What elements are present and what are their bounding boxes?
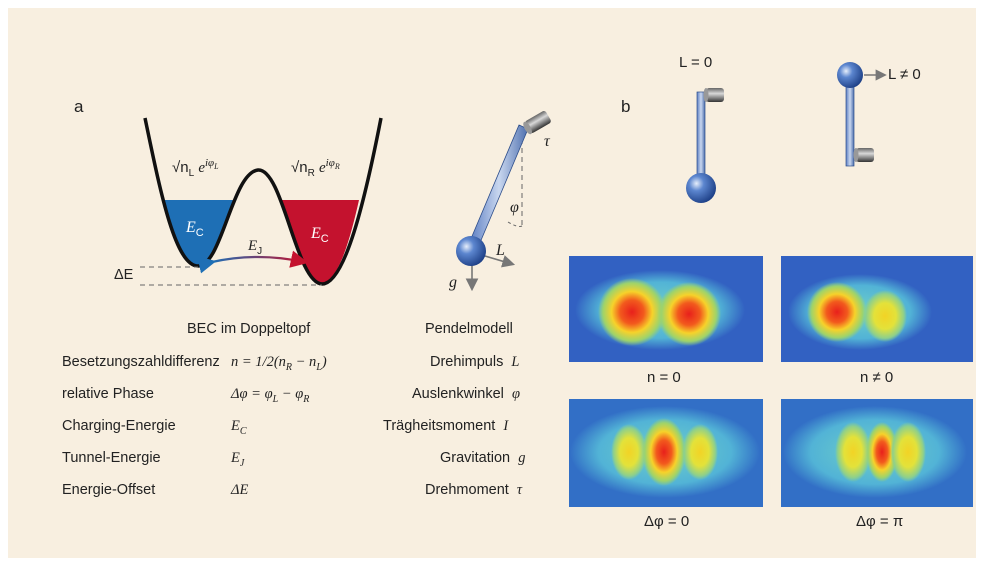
image-n-nonzero xyxy=(781,256,973,362)
panel-label-b: b xyxy=(621,97,631,116)
image-n-zero xyxy=(569,256,763,362)
row-name: Charging-Energie xyxy=(62,418,176,434)
pendulum-torque-label: τ xyxy=(544,133,550,150)
caption-n-zero: n = 0 xyxy=(647,369,681,386)
left-amplitude: √nL eiφL xyxy=(172,157,219,179)
pendulum-b-left xyxy=(686,88,724,203)
row-symbol: EJ xyxy=(231,450,245,469)
image-phase-zero xyxy=(569,399,763,507)
right-charging-energy: EC xyxy=(311,225,329,246)
pend-row: Auslenkwinkel φ xyxy=(412,386,520,402)
pend-row: Gravitation g xyxy=(440,450,526,466)
double-well-curve xyxy=(143,117,383,286)
row-symbol: n = 1/2(nR − nL) xyxy=(231,354,327,373)
pendulum-momentum-label: L xyxy=(496,242,505,259)
left-charging-energy: EC xyxy=(186,219,204,240)
pendulum-a xyxy=(456,111,551,292)
row-name: Tunnel-Energie xyxy=(62,450,161,466)
caption-phase-zero: Δφ = 0 xyxy=(644,513,690,530)
pendulum-gravity-label: g xyxy=(449,274,457,291)
pend-row: Drehmoment τ xyxy=(425,482,523,498)
row-symbol: ΔE xyxy=(231,482,249,498)
panel-label-a: a xyxy=(74,97,84,116)
pendulum-b-right xyxy=(837,62,887,167)
row-symbol: Δφ = φL − φR xyxy=(231,386,310,405)
row-name: Energie-Offset xyxy=(62,482,156,498)
pendulum-angle-label: φ xyxy=(510,199,519,216)
pend-row: Trägheitsmoment I xyxy=(383,418,509,434)
caption-n-nonzero: n ≠ 0 xyxy=(860,369,894,386)
image-phase-pi xyxy=(781,399,973,507)
row-symbol: EC xyxy=(231,418,247,437)
pend-row: Drehimpuls L xyxy=(430,354,520,370)
right-well-fill xyxy=(280,200,359,283)
right-amplitude: √nR eiφR xyxy=(291,157,340,179)
tunnel-energy-label: EJ xyxy=(248,238,263,257)
label-l-zero: L = 0 xyxy=(679,54,713,71)
energy-offset-label: ΔE xyxy=(114,267,134,283)
label-l-nonzero: L ≠ 0 xyxy=(888,66,921,83)
bec-title: BEC im Doppeltopf xyxy=(187,321,311,337)
row-name: Besetzungszahldifferenz xyxy=(62,354,220,370)
caption-phase-pi: Δφ = π xyxy=(856,513,904,530)
pendulum-title: Pendelmodell xyxy=(425,321,513,337)
row-name: relative Phase xyxy=(62,386,154,402)
tunnel-arrow xyxy=(197,250,309,274)
